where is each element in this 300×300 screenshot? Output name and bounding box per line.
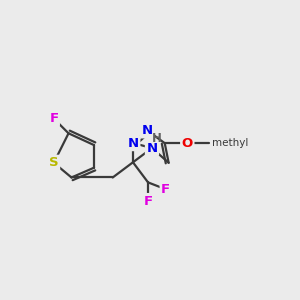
Text: N: N (128, 136, 139, 150)
Text: methyl: methyl (212, 138, 248, 148)
Text: F: F (143, 194, 153, 208)
Text: F: F (49, 112, 58, 125)
Text: N: N (142, 124, 153, 137)
Text: S: S (49, 156, 58, 169)
Text: O: O (182, 136, 193, 150)
Text: N: N (146, 142, 158, 154)
Text: F: F (161, 183, 170, 196)
Text: H: H (152, 132, 162, 145)
